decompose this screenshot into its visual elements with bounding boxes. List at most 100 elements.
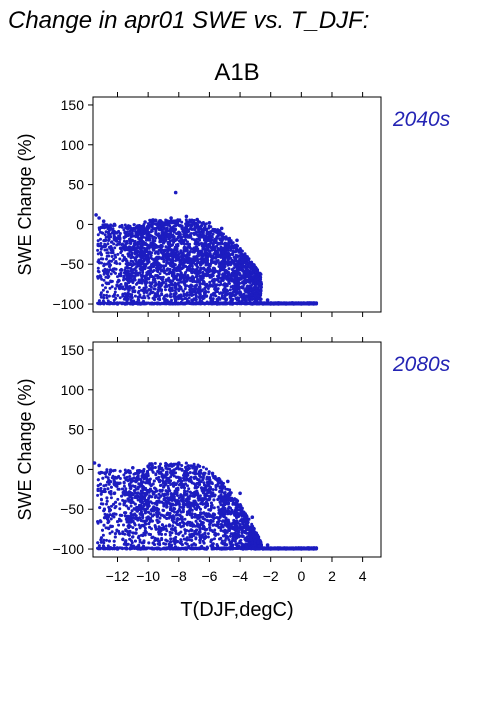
scatter-point bbox=[192, 219, 196, 222]
scatter-point bbox=[195, 287, 199, 291]
scatter-point bbox=[106, 242, 110, 246]
scatter-point bbox=[103, 238, 108, 243]
scatter-point bbox=[116, 294, 120, 297]
scatter-point bbox=[196, 252, 200, 256]
scatter-point bbox=[130, 275, 134, 279]
scatter-point bbox=[195, 242, 198, 246]
scatter-point bbox=[176, 266, 179, 270]
scatter-point bbox=[129, 272, 133, 276]
scatter-point bbox=[170, 254, 174, 258]
scatter-point bbox=[107, 233, 111, 237]
scatter-point bbox=[105, 248, 109, 252]
scatter-point bbox=[110, 285, 114, 289]
scatter-point bbox=[199, 224, 203, 228]
scatter-point bbox=[203, 272, 207, 276]
scatter-point bbox=[186, 230, 190, 234]
scatter-point bbox=[153, 294, 157, 298]
scatter-point bbox=[237, 285, 241, 289]
scatter-point bbox=[177, 258, 181, 262]
scatter-point bbox=[101, 219, 106, 223]
scatter-point bbox=[155, 245, 159, 249]
scatter-point bbox=[106, 281, 110, 285]
scatter-point bbox=[167, 283, 171, 287]
scatter-point bbox=[106, 299, 110, 303]
scatter-point bbox=[247, 302, 251, 306]
scatter-point bbox=[204, 289, 207, 293]
scatter-point bbox=[259, 286, 263, 289]
scatter-point bbox=[204, 294, 209, 298]
scatter-point bbox=[111, 227, 115, 231]
scatter-point bbox=[169, 216, 173, 220]
scatter-point bbox=[175, 254, 179, 258]
scatter-point bbox=[122, 235, 126, 239]
scatter-point bbox=[246, 284, 249, 288]
scatter-point bbox=[156, 252, 160, 256]
scatter-point bbox=[216, 274, 219, 278]
scatter-point bbox=[216, 251, 220, 255]
scatter-point bbox=[112, 298, 116, 302]
scatter-point bbox=[218, 302, 222, 306]
scatter-point bbox=[138, 302, 143, 306]
scatter-point bbox=[109, 279, 113, 283]
scatter-point bbox=[248, 280, 252, 284]
scatter-point bbox=[211, 298, 215, 302]
scatter-point bbox=[154, 218, 158, 223]
scatter-point bbox=[190, 269, 194, 273]
scatter-point bbox=[112, 301, 116, 305]
scatter-point bbox=[180, 266, 184, 271]
scatter-point bbox=[221, 272, 225, 276]
scatter-point bbox=[176, 236, 180, 240]
scatter-point bbox=[144, 229, 148, 233]
scatter-point bbox=[201, 230, 205, 234]
scatter-point bbox=[144, 301, 148, 305]
scatter-point bbox=[118, 224, 122, 228]
scatter-point bbox=[198, 279, 202, 283]
scatter-point bbox=[113, 287, 117, 291]
y-tick-label: 0 bbox=[76, 216, 84, 232]
scatter-point bbox=[254, 301, 258, 305]
scatter-point bbox=[230, 302, 235, 306]
scatter-point bbox=[113, 246, 117, 250]
scatter-point bbox=[183, 287, 187, 291]
scatter-point bbox=[194, 298, 198, 302]
scatter-point bbox=[223, 264, 227, 268]
scatter-point bbox=[291, 302, 296, 306]
scatter-point bbox=[215, 254, 219, 258]
scatter-point bbox=[104, 286, 107, 290]
scatter-point bbox=[116, 236, 120, 240]
scatter-point bbox=[198, 226, 202, 230]
scatter-point bbox=[229, 262, 233, 266]
scatter-point bbox=[193, 285, 197, 289]
scatter-point bbox=[171, 228, 175, 232]
x-tick-label: 2 bbox=[328, 568, 336, 584]
scatter-point bbox=[164, 288, 167, 292]
scatter-point bbox=[100, 277, 104, 281]
scatter-point bbox=[137, 298, 141, 302]
scatter-point bbox=[112, 294, 116, 298]
scatter-point bbox=[146, 222, 150, 226]
scatter-point bbox=[149, 256, 153, 260]
scatter-point bbox=[138, 293, 142, 297]
scatter-point bbox=[164, 282, 168, 286]
scatter-point bbox=[112, 238, 116, 242]
scatter-point bbox=[157, 275, 161, 279]
x-tick-label: 0 bbox=[297, 568, 305, 584]
scatter-point bbox=[226, 276, 230, 280]
scatter-point bbox=[103, 267, 107, 271]
scatter-point bbox=[173, 263, 177, 267]
scatter-point bbox=[221, 246, 225, 250]
scatter-point bbox=[185, 278, 189, 282]
scatter-point bbox=[224, 237, 228, 241]
scatter-point bbox=[148, 218, 152, 222]
scatter-point bbox=[221, 238, 225, 242]
scatter-point bbox=[223, 288, 227, 292]
scatter-point bbox=[129, 256, 133, 260]
scatter-point bbox=[120, 302, 124, 306]
scatter-point bbox=[178, 223, 182, 227]
scatter-point bbox=[243, 301, 247, 305]
scatter-point bbox=[115, 302, 120, 306]
scatter-point bbox=[137, 278, 141, 282]
scatter-point bbox=[241, 280, 245, 284]
scatter-point bbox=[130, 294, 133, 298]
